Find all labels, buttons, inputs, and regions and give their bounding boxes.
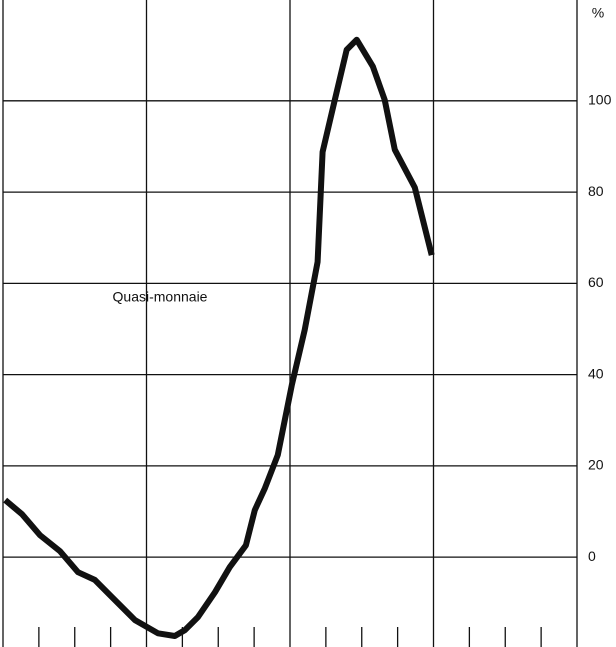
y-tick-label: 80 bbox=[588, 183, 604, 199]
y-tick-label: 60 bbox=[588, 274, 604, 290]
y-tick-label: 40 bbox=[588, 365, 604, 381]
y-tick-label: 100 bbox=[588, 92, 612, 108]
y-unit: % bbox=[592, 5, 604, 21]
annotation: Quasi-monnaie bbox=[113, 289, 208, 305]
y-tick-label: 20 bbox=[588, 457, 604, 473]
y-tick-label: 0 bbox=[588, 548, 596, 564]
line bbox=[3, 36, 435, 639]
